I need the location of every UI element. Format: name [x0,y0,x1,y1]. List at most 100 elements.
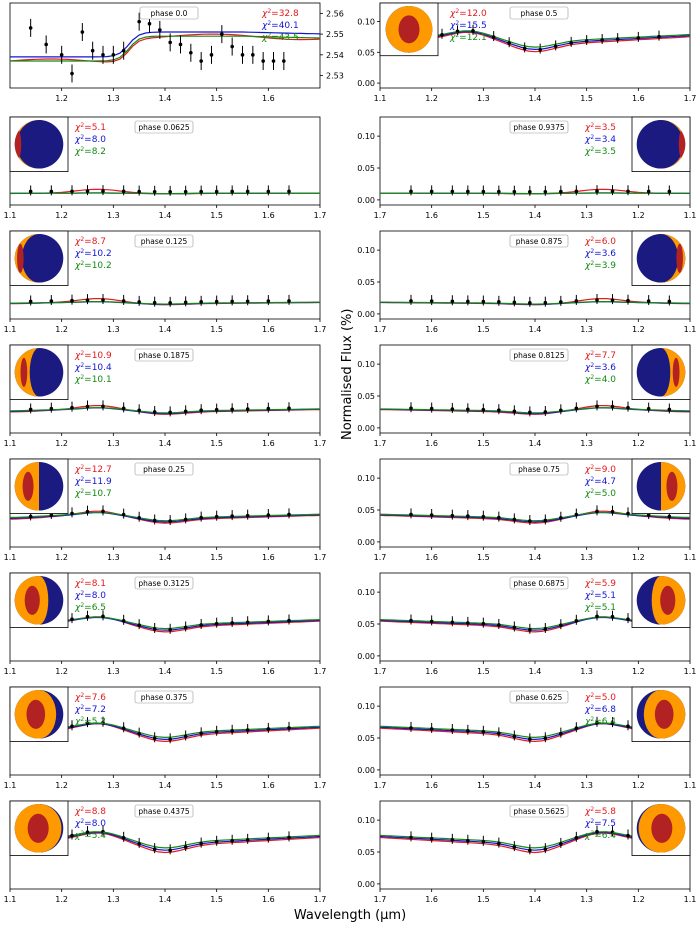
data-point [528,627,532,632]
hot-spot [22,471,34,501]
data-point [497,841,501,846]
phase-label: phase 0.0625 [138,123,189,132]
x-tick-label: 1.2 [632,211,645,220]
data-point [70,724,74,729]
data-point [584,39,589,43]
x-tick-label: 1.1 [4,667,17,676]
chi2-label: χ2=3.6 [584,362,616,373]
data-point [261,59,265,63]
data-point [528,737,532,742]
data-point [626,405,630,410]
data-point [59,53,64,57]
data-point [245,407,250,411]
inset-disk [9,458,69,514]
hot-spot [20,357,28,387]
data-point [183,300,188,305]
data-point [450,407,455,411]
data-point [230,407,234,412]
data-point [271,59,276,63]
chi2-label: χ2=10.7 [74,488,112,499]
x-tick-label: 1.2 [55,325,68,334]
x-tick-label: 1.6 [632,94,645,103]
day-side [638,120,686,169]
data-point [646,513,651,517]
data-point [559,300,563,304]
x-tick-label: 1.6 [262,553,275,562]
data-point [559,408,563,413]
data-point [28,514,33,519]
model-line-3 [10,301,320,305]
phase-label: phase 0.1875 [138,351,189,360]
x-tick-label: 1.6 [425,895,438,904]
x-tick-label: 1.1 [374,94,387,103]
y-tick-label: 0.05 [357,620,375,629]
x-tick-label: 1.2 [55,667,68,676]
data-point [512,409,517,414]
chi2-label: χ2=5.8 [584,806,616,817]
data-point [543,518,548,523]
data-point [251,53,255,57]
data-point [626,298,630,303]
data-point [466,838,470,843]
chi2-label: χ2=8.7 [74,236,106,247]
data-point [168,737,172,742]
phase-box [139,6,199,20]
chi2-label: χ2=5.1 [584,590,616,601]
hot-spot [672,357,680,387]
y-tick-label: 0.00 [357,880,375,889]
data-point [409,299,413,303]
phase-box [134,576,194,590]
hot-spot [654,699,674,729]
data-point [266,299,271,303]
y-tick-label: 0.05 [357,164,375,173]
data-point [553,44,558,49]
hot-spot [678,129,686,159]
x-tick-label: 1.5 [477,895,490,904]
x-tick-label: 1.6 [262,94,275,103]
data-point [507,41,511,45]
x-tick-label: 1.6 [262,439,275,448]
x-tick-label: 1.7 [684,94,697,103]
data-point [230,44,234,49]
data-point [595,614,599,619]
phase-label: phase 0.9375 [513,123,564,132]
x-tick-label: 1.5 [210,325,223,334]
inset-disk [631,116,691,172]
data-point [543,627,548,631]
data-point [574,406,579,411]
chi2-label: χ2=5.0 [584,488,616,499]
x-tick-label: 1.5 [477,325,490,334]
hot-spot [660,585,676,615]
chi2-label: χ2=8.1 [74,578,106,589]
x-tick-label: 1.4 [529,94,542,103]
y-tick-label: 0.10 [357,474,375,483]
data-point [137,515,141,520]
x-tick-label: 1.4 [529,439,542,448]
data-point [183,625,188,630]
data-point [282,59,286,63]
data-point [657,34,661,39]
data-point [574,189,579,194]
x-tick-label: 1.5 [210,211,223,220]
data-point [528,848,532,853]
y-tick-label: 2.54 [326,51,344,60]
data-point [147,21,152,26]
y-tick-label: 0.00 [357,196,375,205]
phase-box [509,690,569,704]
data-point [49,513,54,517]
data-point [667,514,672,519]
data-point [266,513,271,517]
inset-disk [631,800,691,856]
chi2-label: χ2=15.5 [449,20,487,31]
x-tick-label: 1.7 [314,439,327,448]
phase-box [509,462,569,476]
data-point [199,59,203,63]
x-tick-label: 1.4 [159,667,172,676]
chi2-label: χ2=7.7 [584,350,616,361]
phase-label: phase 0.25 [143,465,185,474]
data-point [85,404,90,409]
data-point [429,189,434,194]
phase-box [509,120,569,134]
